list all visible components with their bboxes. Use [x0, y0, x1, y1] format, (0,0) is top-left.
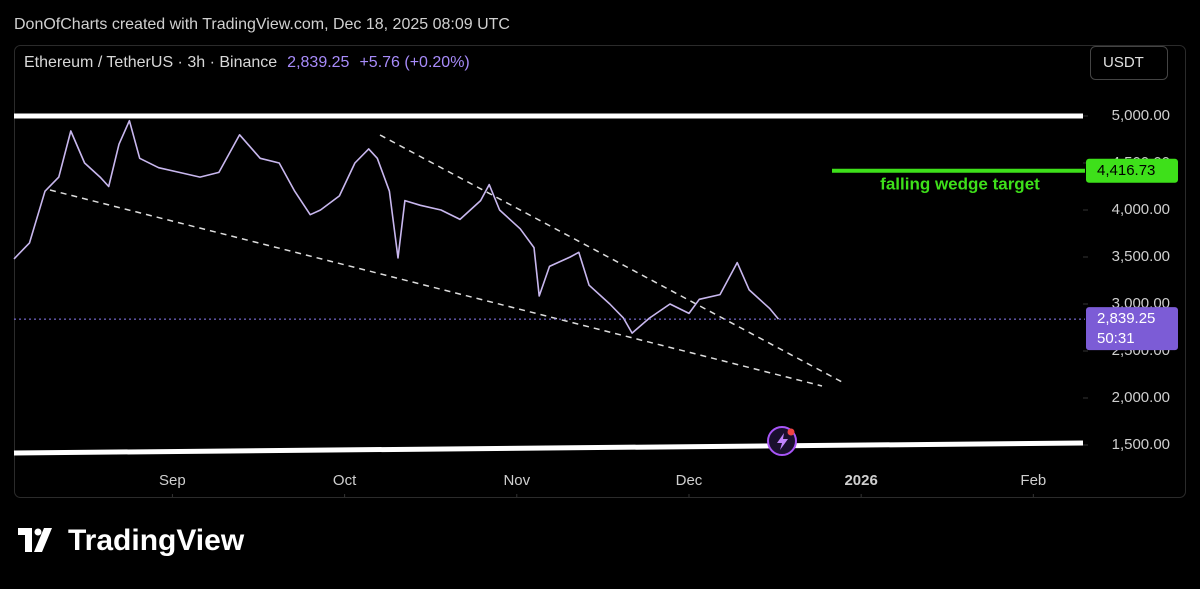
x-tick-label: Oct [333, 472, 357, 489]
x-tick-label: Sep [159, 472, 186, 489]
x-tick-label: Feb [1020, 472, 1046, 489]
countdown: 50:31 [1097, 330, 1135, 347]
price-line [13, 119, 780, 334]
last-price-box [1086, 307, 1178, 351]
target-label: 4,416.73 [1097, 162, 1155, 179]
last-price-text: 2,839.25 [287, 54, 349, 71]
symbol-title: Ethereum / TetherUS · 3h · Binance 2,839.… [24, 54, 470, 71]
currency-button[interactable] [1090, 46, 1168, 80]
y-tick-label: 4,000.00 [1112, 201, 1170, 218]
logo-mark [18, 528, 52, 552]
last-price-label: 2,839.25 [1097, 310, 1155, 327]
brand: TradingView [68, 524, 245, 557]
target-box [1086, 158, 1178, 183]
y-tick-label: 1,500.00 [1112, 436, 1170, 453]
x-tick-label: Dec [676, 472, 703, 489]
y-tick-label: 3,500.00 [1112, 248, 1170, 265]
y-tick-label: 5,000.00 [1112, 107, 1170, 124]
target-text: falling wedge target [880, 174, 1040, 193]
x-tick-label: Nov [503, 472, 530, 489]
change: +5.76 (+0.20%) [359, 54, 469, 71]
support-line [13, 440, 1084, 456]
y-tick-label: 2,000.00 [1112, 389, 1170, 406]
currency: USDT [1103, 54, 1144, 71]
chart-panel [14, 45, 1186, 498]
header: DonOfCharts created with TradingView.com… [14, 16, 510, 33]
x-tick-label: 2026 [844, 472, 877, 489]
alert-icon[interactable] [767, 426, 797, 456]
title: Ethereum / TetherUS · 3h · Binance [24, 54, 277, 71]
wedge-lower [49, 189, 823, 387]
